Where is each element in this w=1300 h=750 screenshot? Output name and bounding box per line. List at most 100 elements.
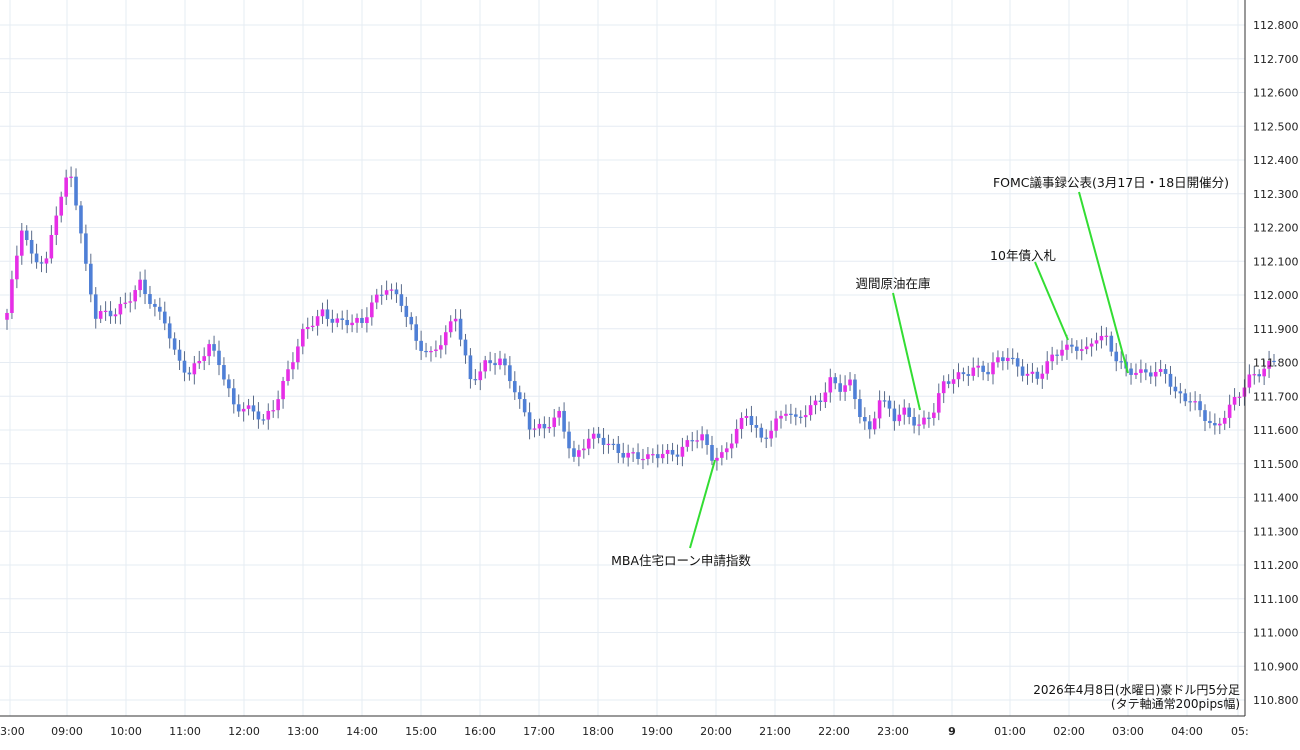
candle <box>44 251 49 273</box>
candle-body <box>172 338 177 350</box>
candle-body <box>1075 346 1079 351</box>
candle <box>1010 348 1015 365</box>
candle <box>1232 388 1237 411</box>
candle <box>409 312 414 331</box>
candle <box>562 402 566 439</box>
candle <box>685 435 690 452</box>
candle-body <box>261 419 266 421</box>
candle-body <box>522 399 527 413</box>
candle <box>355 313 359 333</box>
candle-body <box>177 349 182 361</box>
candle-body <box>764 437 769 439</box>
candle-body <box>877 400 882 419</box>
candle <box>1134 363 1138 380</box>
candle <box>128 292 133 313</box>
candle <box>93 287 98 329</box>
candle <box>961 367 966 382</box>
candle <box>932 403 936 426</box>
candle-body <box>192 363 197 375</box>
candle-body <box>744 415 749 418</box>
candle-body <box>833 377 838 384</box>
candle-body <box>936 393 941 413</box>
candle <box>5 308 9 330</box>
candle <box>1094 332 1099 351</box>
candle-body <box>532 428 537 430</box>
candle-body <box>1099 335 1104 341</box>
candle-body <box>715 457 719 461</box>
candle <box>798 410 803 424</box>
candle <box>256 402 261 429</box>
candle <box>813 395 818 415</box>
candle <box>123 292 128 309</box>
candle-body <box>956 372 961 380</box>
candle-body <box>1252 374 1257 376</box>
candle <box>424 342 428 358</box>
candle-body <box>1005 357 1010 362</box>
candle <box>98 305 103 324</box>
candle-body <box>118 303 123 315</box>
y-tick-label: 112.400 <box>1253 154 1299 167</box>
candle <box>927 411 931 428</box>
candle-body <box>976 365 981 368</box>
candle <box>774 410 778 438</box>
candle <box>340 310 345 330</box>
candle <box>74 168 78 211</box>
candle <box>882 391 887 408</box>
candle-body <box>98 311 103 319</box>
candle <box>1153 362 1158 387</box>
candle-body <box>1158 369 1163 372</box>
candle <box>818 392 823 411</box>
candle <box>429 346 433 362</box>
candle <box>547 416 552 433</box>
candle-body <box>148 294 152 304</box>
candle <box>483 355 488 379</box>
candle <box>675 444 680 466</box>
candle <box>1222 410 1227 430</box>
candle <box>557 406 561 426</box>
candle-body <box>547 427 552 429</box>
candle-body <box>611 443 616 446</box>
candle-body <box>749 415 754 426</box>
candle <box>143 269 147 305</box>
candle-body <box>1193 401 1197 403</box>
candle-body <box>325 309 330 319</box>
candle <box>360 309 364 328</box>
candle-body <box>512 381 517 393</box>
candle-body <box>197 360 202 364</box>
candle <box>1203 404 1207 432</box>
y-tick-label: 110.900 <box>1253 660 1299 673</box>
y-tick-label: 112.100 <box>1253 255 1299 268</box>
candle-body <box>867 421 872 430</box>
candle <box>636 443 640 465</box>
candle <box>567 421 571 459</box>
candle-body <box>1262 368 1266 377</box>
candle-body <box>739 417 744 429</box>
candle <box>660 444 665 464</box>
candle-body <box>1257 374 1262 377</box>
candle <box>320 302 325 324</box>
candle <box>986 362 990 382</box>
annotation-line <box>1078 191 1129 374</box>
y-tick-label: 111.300 <box>1253 525 1299 538</box>
candle <box>394 282 399 303</box>
candle <box>89 253 93 303</box>
candle-body <box>182 360 187 373</box>
candle <box>1040 365 1045 389</box>
candle-body <box>39 262 44 264</box>
candle <box>335 313 340 328</box>
candle <box>616 435 621 464</box>
candle <box>665 443 670 464</box>
candle-body <box>158 306 162 312</box>
candle-body <box>310 325 315 328</box>
candle-body <box>567 431 571 449</box>
candle-body <box>404 305 409 317</box>
candle-body <box>710 444 714 461</box>
candle-body <box>803 415 808 418</box>
x-tick-label: 11:00 <box>169 725 201 738</box>
y-tick-label: 112.600 <box>1253 87 1299 100</box>
x-tick-label: 20:00 <box>700 725 732 738</box>
candle-body <box>1084 346 1089 350</box>
candle <box>1252 366 1257 385</box>
candle <box>1005 348 1010 370</box>
candle-body <box>458 318 463 340</box>
